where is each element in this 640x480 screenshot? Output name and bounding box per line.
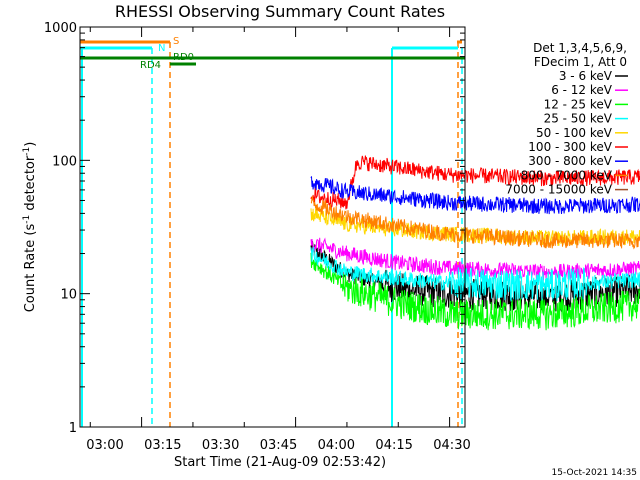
flag-label: RD0	[173, 52, 194, 63]
legend-entry-label: 50 - 100 keV	[536, 126, 613, 140]
x-tick-label: 03:30	[202, 438, 239, 453]
flag-label: S	[173, 36, 179, 47]
legend-header-line2: FDecim 1, Att 0	[534, 55, 627, 69]
series-layer	[310, 155, 640, 331]
x-tick-label: 04:15	[375, 438, 412, 453]
x-axis: 03:00 03:15 03:30 03:45 04:00 04:15 04:30	[86, 27, 471, 453]
x-tick-label: 03:15	[144, 438, 181, 453]
y-tick-label: 1000	[44, 21, 77, 36]
plot-frame	[79, 26, 466, 428]
x-tick-label: 03:00	[86, 438, 123, 453]
chart-title: RHESSI Observing Summary Count Rates	[115, 2, 445, 21]
flag-label: RD4	[140, 60, 161, 71]
y-axis: 1 10 100 1000	[44, 21, 465, 436]
legend-entry-label: 7000 - 15000 keV	[505, 183, 612, 197]
series-line	[310, 237, 640, 281]
x-tick-label: 04:00	[318, 438, 355, 453]
legend-header-line1: Det 1,3,4,5,6,9,	[533, 41, 627, 55]
y-axis-label-mid: detector	[23, 155, 38, 215]
x-tick-label: 04:30	[433, 438, 470, 453]
series-line	[310, 252, 640, 331]
legend-entry-label: 100 - 300 keV	[528, 140, 612, 154]
y-axis-label: Count Rate (s-1 detector-1)	[22, 142, 38, 313]
series-line	[310, 195, 640, 250]
x-tick-label: 03:45	[260, 438, 297, 453]
series-line	[310, 246, 640, 303]
series-line	[310, 176, 640, 215]
y-axis-label-sup2: -1	[22, 147, 32, 156]
flag-label: N	[158, 43, 165, 54]
y-tick-label: 10	[60, 288, 77, 303]
legend: Det 1,3,4,5,6,9, FDecim 1, Att 0 3 - 6 k…	[505, 41, 628, 197]
legend-entry-label: 800 - 7000 keV	[521, 168, 613, 182]
y-axis-label-sup1: -1	[22, 215, 32, 224]
legend-entry-label: 300 - 800 keV	[528, 154, 612, 168]
series-line	[310, 241, 640, 313]
x-axis-label: Start Time (21-Aug-09 02:53:42)	[174, 455, 386, 470]
series-line	[310, 155, 640, 210]
legend-entry-label: 25 - 50 keV	[544, 112, 613, 126]
y-axis-label-end: )	[23, 142, 38, 147]
y-tick-label: 1	[69, 421, 77, 436]
legend-entry-label: 12 - 25 keV	[544, 97, 613, 111]
legend-entry-label: 3 - 6 keV	[559, 69, 613, 83]
footer-date: 15-Oct-2021 14:35	[552, 468, 637, 478]
y-axis-label-main: Count Rate (s	[23, 224, 38, 313]
legend-entry-label: 6 - 12 keV	[551, 83, 613, 97]
y-tick-label: 100	[52, 154, 77, 169]
